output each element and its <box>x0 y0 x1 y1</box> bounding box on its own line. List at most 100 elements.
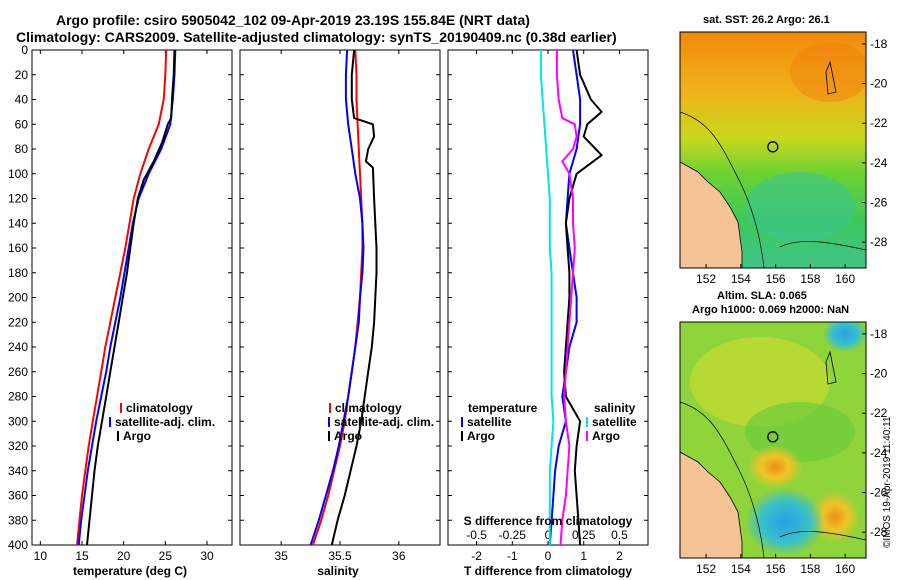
legend-label-satellite-adj: satellite-adj. clim. <box>334 415 434 429</box>
x-tick-label: 2 <box>616 549 623 563</box>
legend-label-s-argo: Argo <box>592 429 620 443</box>
sst-profile-marker <box>767 141 779 153</box>
sst-map-title: sat. SST: 26.2 Argo: 26.1 <box>703 14 830 26</box>
difference-panel <box>447 49 649 546</box>
isobath-contour <box>680 111 765 268</box>
depth-tick-label: 140 <box>8 216 28 230</box>
series-line-satellite-adj-clim- <box>309 49 365 546</box>
cold-eddy <box>745 488 825 556</box>
temperature-xlabel: temperature (deg C) <box>73 564 187 578</box>
lon-tick-label: 152 <box>696 562 716 576</box>
depth-tick-label: 200 <box>8 291 28 305</box>
x-tick-label: 1 <box>580 549 587 563</box>
s-diff-tick-label: 0 <box>545 528 552 542</box>
sla-map-canvas <box>680 322 866 558</box>
depth-tick-label: 160 <box>8 241 28 255</box>
x-tick-label: -2 <box>471 549 482 563</box>
lon-tick-label: 154 <box>731 562 751 576</box>
legend-label-argo: Argo <box>123 429 151 443</box>
series-line-temperature-argo <box>563 49 603 546</box>
depth-tick-label: 260 <box>8 365 28 379</box>
series-line-salinity-satellite <box>539 50 555 545</box>
temperature-legend: climatology satellite-adj. clim. Argo <box>109 401 215 443</box>
series-line-salinity-argo <box>555 50 578 546</box>
legend-label-argo: Argo <box>334 429 362 443</box>
x-tick-label: 35.5 <box>328 549 352 563</box>
t-difference-xlabel: T difference from climatology <box>464 564 632 578</box>
depth-tick-label: 100 <box>8 167 28 181</box>
lat-tick-label: -26 <box>870 196 888 210</box>
lat-tick-label: -18 <box>870 37 888 51</box>
x-axes: 10 15 20 25 30 35 35.5 36 -2 -1 0 1 2 -0.5 -0.25 0 0.25 0… <box>34 50 628 563</box>
lon-tick-label: 154 <box>731 272 751 286</box>
cool-patch <box>745 172 855 242</box>
legend-label-climatology: climatology <box>335 401 402 415</box>
depth-tick-label: 300 <box>8 414 28 428</box>
temperature-panel <box>31 49 233 546</box>
legend-label-s-satellite: satellite <box>592 415 637 429</box>
sst-map <box>679 31 867 269</box>
lat-tick-label: -22 <box>870 116 888 130</box>
lon-tick-label: 158 <box>800 272 820 286</box>
series-line-argo <box>330 49 378 546</box>
x-tick-label: 0 <box>545 549 552 563</box>
lat-tick-label: -26 <box>870 486 888 500</box>
depth-tick-label: 60 <box>15 117 29 131</box>
figure-title-line1: Argo profile: csiro 5905042_102 09-Apr-2… <box>56 12 530 28</box>
legend-label-t-argo: Argo <box>467 429 495 443</box>
depth-tick-label: 400 <box>8 538 28 552</box>
isobath-contour-south <box>779 241 866 251</box>
sst-map-canvas <box>680 32 866 268</box>
sst-map-frame <box>679 31 867 269</box>
depth-tick-label: 120 <box>8 192 28 206</box>
lon-tick-label: 156 <box>766 272 786 286</box>
imos-stamp: ©IMOS 19-Apr-2019 11:40:11 <box>882 416 893 548</box>
depth-tick-label: 80 <box>15 142 29 156</box>
lat-tick-label: -24 <box>870 446 888 460</box>
legend-label-t-satellite: satellite <box>467 415 512 429</box>
depth-tick-label: 220 <box>8 315 28 329</box>
lat-tick-label: -28 <box>870 235 888 249</box>
reef-contour <box>825 60 837 95</box>
series-line-climatology <box>76 49 168 546</box>
depth-tick-label: 340 <box>8 464 28 478</box>
s-diff-tick-label: 0.25 <box>572 528 596 542</box>
depth-tick-label: 180 <box>8 266 28 280</box>
lat-tick-label: -20 <box>870 77 888 91</box>
salinity-legend: climatology satellite-adj. clim. Argo <box>328 401 434 443</box>
difference-legend: temperature satellite Argo salinity sate… <box>461 401 637 443</box>
legend-label-climatology: climatology <box>126 401 193 415</box>
salinity-panel <box>239 49 441 546</box>
figure-title-line2: Climatology: CARS2009. Satellite-adjuste… <box>16 29 617 45</box>
warm-eddy <box>747 445 803 489</box>
lat-tick-label: -20 <box>870 367 888 381</box>
lat-tick-label: -22 <box>870 406 888 420</box>
depth-tick-label: 20 <box>15 68 29 82</box>
s-diff-tick-label: 0.5 <box>611 528 628 542</box>
profile-series <box>76 49 603 546</box>
legend-title-temperature: temperature <box>468 401 538 415</box>
salinity-xlabel: salinity <box>317 564 359 578</box>
depth-tick-label: 240 <box>8 340 28 354</box>
sla-map-title-line2: Argo h1000: 0.069 h2000: NaN <box>692 304 850 316</box>
reef-contour <box>825 350 837 385</box>
x-tick-label: 36 <box>392 549 406 563</box>
lon-tick-label: 156 <box>766 562 786 576</box>
x-tick-label: 25 <box>159 549 173 563</box>
lat-tick-label: -28 <box>870 525 888 539</box>
sla-map-frame <box>679 321 867 559</box>
sla-map <box>679 321 867 559</box>
x-tick-label: 15 <box>75 549 89 563</box>
sla-map-title-line1: Altim. SLA: 0.065 <box>717 290 807 302</box>
map-axes: 152 154 156 158 160 -18 -20 -22 -24 -26 -28 152 154 1… <box>696 37 888 576</box>
lon-tick-label: 160 <box>835 272 855 286</box>
land-australia <box>680 451 743 558</box>
s-diff-tick-label: -0.5 <box>466 528 487 542</box>
land-australia <box>680 161 743 268</box>
series-line-argo <box>86 49 176 546</box>
lat-tick-label: -18 <box>870 327 888 341</box>
x-tick-label: 30 <box>200 549 214 563</box>
series-line-satellite-adj-clim- <box>77 49 177 546</box>
x-tick-label: 10 <box>34 549 48 563</box>
